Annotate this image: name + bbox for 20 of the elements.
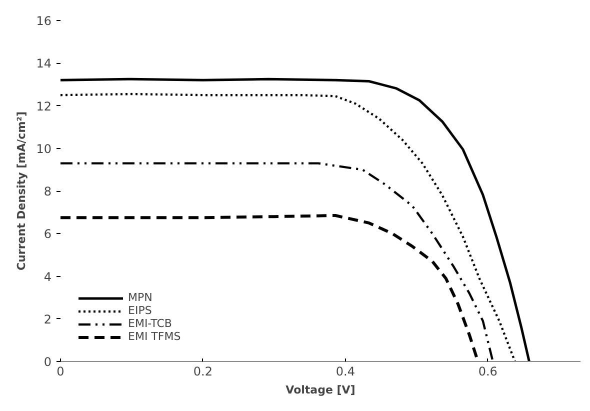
x-tick-label: 0.4	[336, 364, 355, 378]
y-tick-label: 16	[36, 14, 52, 28]
y-tick-label: 10	[36, 142, 52, 156]
y-tick-label: 2	[44, 312, 52, 326]
y-tick-label: 8	[44, 184, 52, 198]
y-tick-label: 6	[44, 227, 52, 242]
legend-label: EMI-TCB	[128, 317, 172, 330]
y-tick-label: 12	[36, 99, 52, 114]
x-tick-label: 0.2	[193, 364, 213, 378]
y-axis-title: Current Density [mA/cm²]	[15, 112, 28, 270]
legend-label: EMI TFMS	[128, 330, 181, 343]
x-tick-label: 0.6	[478, 364, 498, 378]
line-series	[60, 162, 494, 362]
x-tick-label: 0	[56, 364, 64, 378]
legend-label: EIPS	[128, 304, 152, 317]
legend-label: MPN	[128, 291, 152, 304]
y-tick-label: 14	[36, 56, 52, 71]
x-axis-title: Voltage [V]	[286, 384, 356, 396]
y-tick-label: 4	[44, 270, 52, 284]
y-tick-label: 0	[44, 355, 52, 369]
